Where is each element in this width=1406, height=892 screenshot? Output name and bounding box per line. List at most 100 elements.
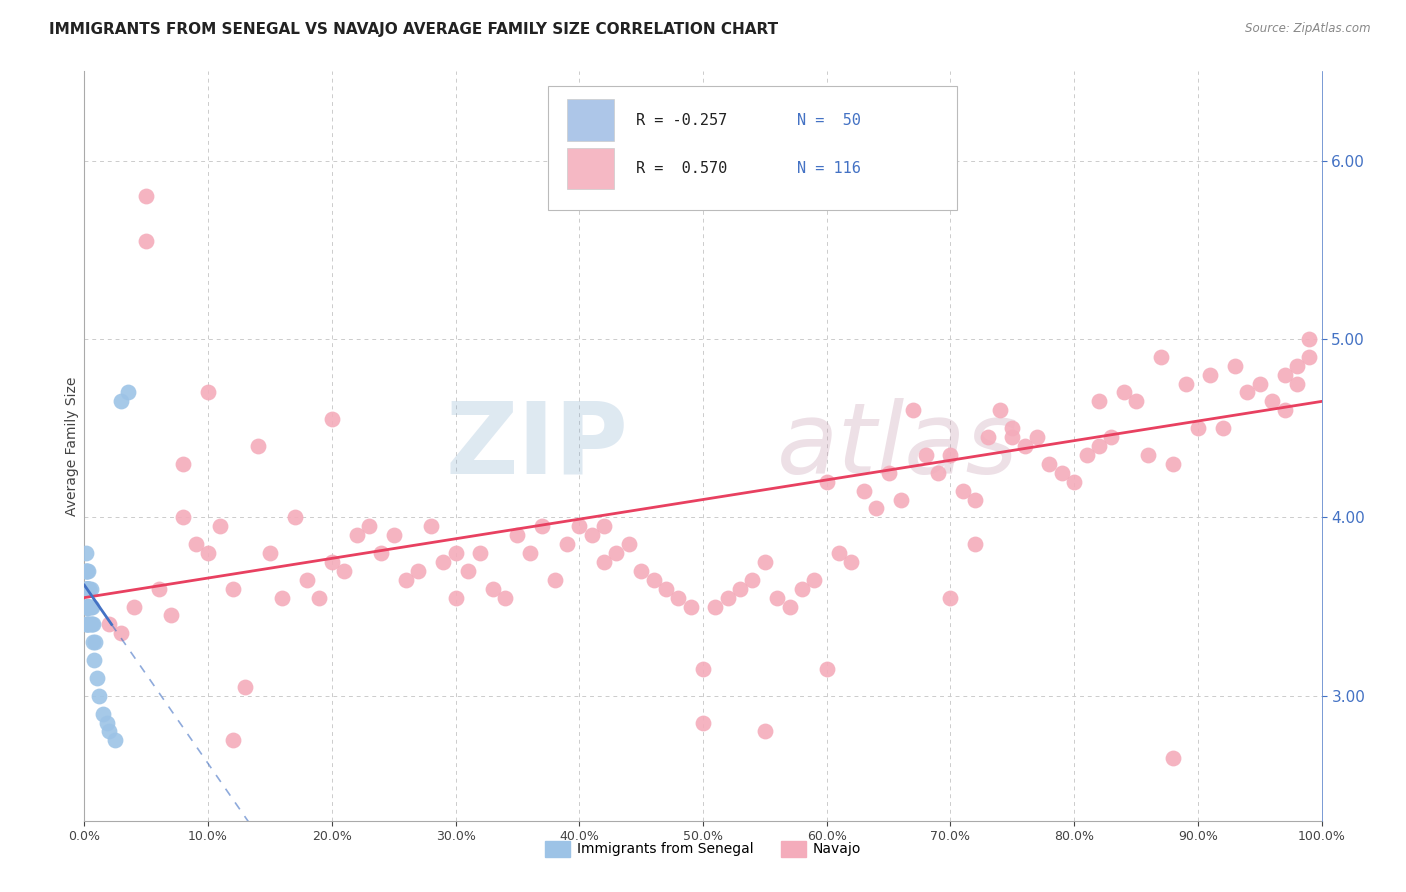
Point — [259, 546, 281, 560]
Point — [593, 519, 616, 533]
Point — [148, 582, 170, 596]
Point — [494, 591, 516, 605]
Point — [1298, 332, 1320, 346]
Point — [89, 689, 111, 703]
Point — [481, 582, 503, 596]
Point — [172, 457, 194, 471]
Point — [79, 582, 101, 596]
Point — [643, 573, 665, 587]
Point — [506, 528, 529, 542]
Point — [655, 582, 678, 596]
Point — [877, 466, 900, 480]
Point — [555, 537, 578, 551]
Point — [754, 724, 776, 739]
Point — [717, 591, 740, 605]
Point — [333, 564, 356, 578]
Point — [75, 546, 97, 560]
Point — [75, 582, 97, 596]
Point — [77, 599, 100, 614]
Point — [543, 573, 565, 587]
Point — [1274, 403, 1296, 417]
Point — [790, 582, 813, 596]
Text: atlas: atlas — [778, 398, 1019, 494]
Point — [357, 519, 380, 533]
Point — [77, 582, 100, 596]
Point — [444, 546, 467, 560]
Point — [779, 599, 801, 614]
Point — [1274, 368, 1296, 382]
Text: N = 116: N = 116 — [797, 161, 860, 177]
Point — [110, 626, 132, 640]
Point — [852, 483, 875, 498]
Point — [952, 483, 974, 498]
Point — [233, 680, 256, 694]
FancyBboxPatch shape — [567, 99, 614, 141]
Point — [79, 582, 101, 596]
Point — [470, 546, 492, 560]
Point — [927, 466, 949, 480]
Point — [346, 528, 368, 542]
Point — [295, 573, 318, 587]
Text: IMMIGRANTS FROM SENEGAL VS NAVAJO AVERAGE FAMILY SIZE CORRELATION CHART: IMMIGRANTS FROM SENEGAL VS NAVAJO AVERAG… — [49, 22, 779, 37]
Point — [75, 582, 97, 596]
Point — [1088, 439, 1111, 453]
Point — [79, 617, 101, 632]
Point — [197, 546, 219, 560]
Point — [75, 564, 97, 578]
Point — [976, 430, 998, 444]
Point — [321, 412, 343, 426]
Point — [197, 385, 219, 400]
Point — [1050, 466, 1073, 480]
Point — [692, 662, 714, 676]
FancyBboxPatch shape — [548, 87, 956, 210]
Point — [1298, 350, 1320, 364]
Point — [77, 564, 100, 578]
Point — [939, 591, 962, 605]
Point — [408, 564, 430, 578]
Point — [444, 591, 467, 605]
Point — [1112, 385, 1135, 400]
Point — [76, 617, 98, 632]
Point — [80, 617, 103, 632]
Point — [98, 724, 121, 739]
Point — [75, 599, 97, 614]
Point — [75, 617, 97, 632]
Point — [96, 715, 118, 730]
Point — [77, 617, 100, 632]
Point — [76, 582, 98, 596]
Text: R =  0.570: R = 0.570 — [636, 161, 727, 177]
Point — [160, 608, 183, 623]
Point — [965, 537, 987, 551]
Point — [890, 492, 912, 507]
Point — [432, 555, 454, 569]
Point — [1076, 448, 1098, 462]
Point — [79, 599, 101, 614]
Point — [271, 591, 294, 605]
Point — [1026, 430, 1049, 444]
Point — [77, 599, 100, 614]
Point — [79, 617, 101, 632]
Point — [77, 599, 100, 614]
Point — [110, 394, 132, 409]
Text: ZIP: ZIP — [446, 398, 628, 494]
Point — [815, 475, 838, 489]
Point — [76, 599, 98, 614]
Point — [630, 564, 652, 578]
Point — [1223, 359, 1246, 373]
Point — [135, 189, 157, 203]
Point — [117, 385, 139, 400]
Point — [1285, 359, 1308, 373]
Point — [605, 546, 627, 560]
Point — [79, 599, 101, 614]
Point — [86, 671, 108, 685]
Point — [184, 537, 207, 551]
Point — [939, 448, 962, 462]
Point — [1038, 457, 1060, 471]
Point — [457, 564, 479, 578]
Point — [76, 564, 98, 578]
Point — [84, 635, 107, 649]
Point — [1285, 376, 1308, 391]
Point — [903, 403, 925, 417]
Point — [419, 519, 441, 533]
Point — [82, 635, 104, 649]
